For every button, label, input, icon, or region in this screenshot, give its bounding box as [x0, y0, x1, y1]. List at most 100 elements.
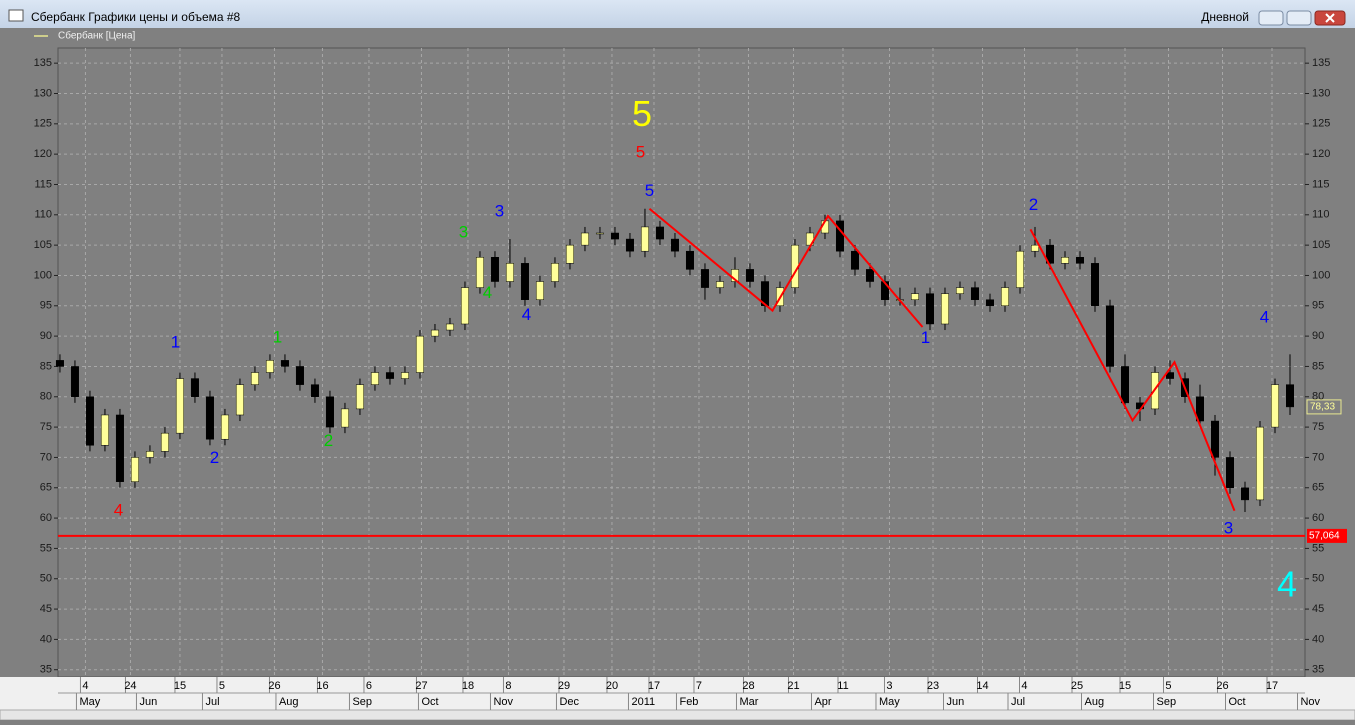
month-label: Sep — [1156, 696, 1176, 708]
y-tick-label: 90 — [1312, 330, 1324, 342]
x-tick-label: 21 — [787, 680, 799, 692]
candle-body — [490, 257, 499, 282]
month-label: Jul — [1011, 696, 1025, 708]
candle-body — [1270, 384, 1279, 428]
candle-body — [985, 299, 994, 307]
candle-body — [835, 220, 844, 252]
candle-body — [1090, 263, 1099, 307]
y-tick-label: 50 — [40, 573, 52, 585]
y-tick-label: 135 — [34, 57, 52, 69]
y-tick-label: 125 — [1312, 118, 1330, 130]
candle-body — [130, 457, 139, 482]
wave-label: 4 — [1277, 564, 1297, 605]
x-tick-label: 26 — [1216, 680, 1228, 692]
x-tick-label: 14 — [976, 680, 988, 692]
y-tick-label: 100 — [34, 269, 52, 281]
month-label: Nov — [1300, 696, 1320, 708]
candle-body — [535, 281, 544, 300]
y-tick-label: 40 — [40, 633, 52, 645]
level-label-bg — [1307, 528, 1347, 543]
y-tick-label: 135 — [1312, 57, 1330, 69]
y-tick-label: 105 — [34, 239, 52, 251]
y-tick-label: 110 — [1312, 209, 1330, 221]
y-tick-label: 95 — [1312, 300, 1324, 312]
y-tick-label: 85 — [1312, 360, 1324, 372]
wave-label: 4 — [1260, 307, 1269, 326]
level-label: 57,064 — [1309, 531, 1340, 542]
y-tick-label: 120 — [1312, 148, 1330, 160]
y-tick-label: 45 — [40, 603, 52, 615]
candle-body — [1045, 244, 1054, 264]
y-tick-label: 70 — [1312, 451, 1324, 463]
x-tick-label: 11 — [837, 680, 848, 692]
candle-body — [580, 232, 589, 246]
candle-body — [850, 250, 859, 270]
wave-line — [1029, 228, 1236, 512]
month-label: Oct — [421, 696, 438, 708]
wave-label: 4 — [483, 283, 492, 302]
y-tick-label: 120 — [34, 148, 52, 160]
x-tick-label: 25 — [1071, 680, 1083, 692]
candle-body — [445, 323, 454, 331]
candle-body — [1210, 420, 1219, 458]
wave-label: 3 — [1224, 518, 1233, 537]
month-label: Aug — [279, 696, 299, 708]
y-tick-label: 55 — [1312, 542, 1324, 554]
x-tick-label: 15 — [1119, 680, 1131, 692]
month-label: Aug — [1084, 696, 1104, 708]
candle-body — [310, 384, 319, 398]
maximize-button[interactable] — [1286, 10, 1312, 26]
window-title: Сбербанк Графики цены и объема #8 — [31, 10, 241, 24]
candle-body — [610, 232, 619, 240]
period-label: Дневной — [1201, 10, 1249, 24]
y-tick-label: 50 — [1312, 573, 1324, 585]
candle-body — [295, 366, 304, 385]
candle-body — [220, 414, 229, 440]
candle-body — [355, 384, 364, 410]
x-tick-label: 18 — [462, 680, 474, 692]
y-tick-label: 100 — [1312, 269, 1330, 281]
candle-body — [100, 414, 109, 446]
scrollbar[interactable] — [0, 709, 1355, 721]
month-label: Dec — [559, 696, 579, 708]
candle-body — [685, 250, 694, 270]
y-tick-label: 75 — [40, 421, 52, 433]
candle-body — [370, 372, 379, 385]
candle-body — [700, 269, 709, 288]
x-tick-label: 16 — [316, 680, 328, 692]
candle-body — [625, 238, 634, 252]
candle-body — [325, 396, 334, 428]
candle-body — [745, 269, 754, 282]
candle-body — [1015, 250, 1024, 288]
minimize-button[interactable] — [1258, 10, 1284, 26]
wave-label: 3 — [495, 201, 504, 220]
x-tick-label: 6 — [366, 680, 372, 692]
candle-body — [175, 378, 184, 434]
x-tick-label: 3 — [886, 680, 892, 692]
y-tick-label: 70 — [40, 451, 52, 463]
candle-body — [70, 366, 79, 398]
wave-label: 1 — [273, 327, 282, 346]
x-tick-label: 7 — [696, 680, 702, 692]
y-tick-label: 40 — [1312, 633, 1324, 645]
candle-body — [1255, 426, 1264, 501]
candle-body — [970, 287, 979, 300]
y-tick-label: 130 — [1312, 87, 1330, 99]
candle-body — [1105, 305, 1114, 367]
y-tick-label: 90 — [40, 330, 52, 342]
month-label: Feb — [679, 696, 698, 708]
candle-body — [655, 226, 664, 240]
y-tick-label: 95 — [40, 300, 52, 312]
plot-area — [57, 47, 1306, 678]
candle-body — [1000, 287, 1009, 307]
title-bar — [0, 0, 1355, 28]
x-tick-label: 29 — [558, 680, 570, 692]
candle-body — [910, 293, 919, 300]
wave-label: 4 — [522, 305, 531, 324]
candle-body — [925, 293, 934, 325]
app-icon — [8, 9, 24, 22]
x-tick-label: 23 — [927, 680, 939, 692]
candle-body — [940, 293, 949, 325]
candle-body — [520, 263, 529, 300]
y-tick-label: 125 — [34, 118, 52, 130]
